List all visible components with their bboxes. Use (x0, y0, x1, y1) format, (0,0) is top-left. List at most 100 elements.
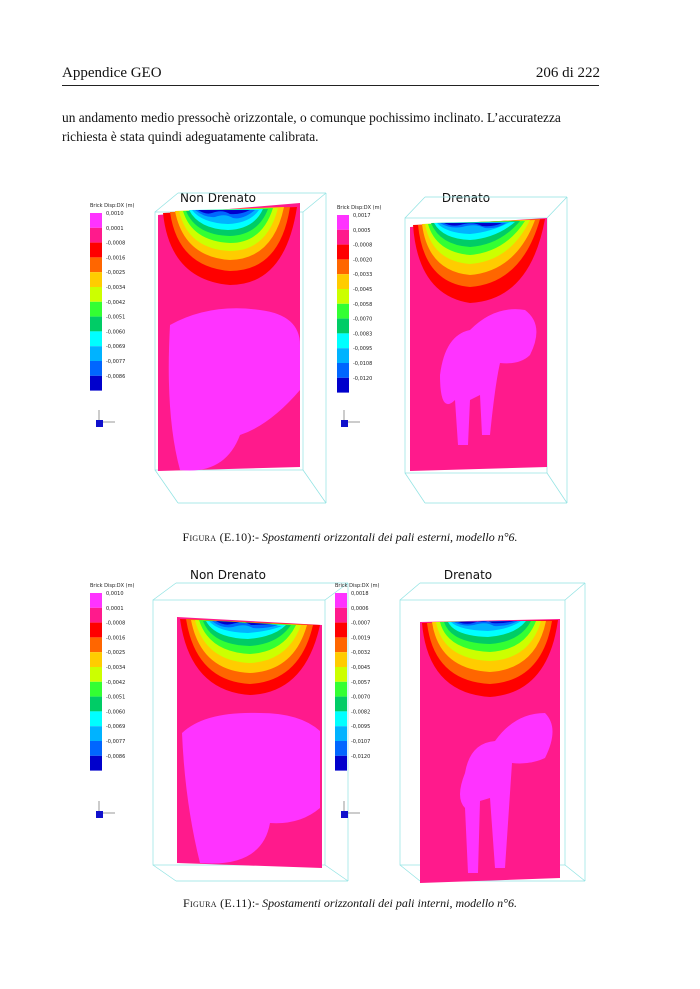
running-header-title: Appendice GEO (62, 65, 162, 81)
legend-value: -0,0077 (106, 739, 125, 745)
figure-e10-panel-drenato: Drenato Brick Disp:DX (m) 0,0017 0,0005 -0,… (337, 191, 568, 504)
panel-title: Non Drenato (190, 568, 266, 582)
legend-swatch (337, 333, 349, 349)
legend-value: -0,0051 (106, 315, 125, 321)
axis-triad-icon (341, 410, 360, 427)
legend-value: -0,0070 (351, 695, 370, 701)
figure-e10: Non Drenato Brick Disp:DX (m) 0,0010 0,000… (0, 185, 700, 515)
legend-value: -0,0025 (106, 650, 125, 656)
contour-block (410, 218, 547, 471)
legend-swatch (90, 711, 102, 727)
axis-triad-icon (96, 801, 115, 818)
legend-value: -0,0060 (106, 329, 125, 335)
panel-title: Non Drenato (180, 191, 256, 205)
legend-value: -0,0033 (353, 272, 372, 278)
legend: Brick Disp:DX (m) 0,0018 0,0006 -0,0007 -0,0… (335, 583, 379, 771)
legend-swatch (335, 755, 347, 771)
legend-swatch (90, 242, 102, 258)
legend-value: -0,0086 (106, 374, 125, 380)
legend-swatch (90, 257, 102, 273)
legend-swatch (90, 755, 102, 771)
legend-swatch (337, 377, 349, 393)
legend-value: -0,0034 (106, 665, 125, 671)
legend-value: 0,0010 (106, 211, 124, 217)
legend-swatch (337, 259, 349, 275)
legend-value: -0,0042 (106, 300, 125, 306)
axis-triad-icon (341, 801, 360, 818)
legend-value: -0,0120 (353, 376, 372, 382)
legend-swatch (90, 607, 102, 623)
legend-value: -0,0008 (353, 243, 372, 249)
figure-e11-panel-non-drenato: Non Drenato Brick Disp:DX (m) 0,0010 0,000… (90, 568, 349, 882)
legend-value: -0,0069 (106, 724, 125, 730)
contour-block (420, 619, 560, 883)
legend-title: Brick Disp:DX (m) (337, 205, 381, 211)
figure-e10-caption: Figura (E.10):- Spostamenti orizzontali … (0, 530, 700, 545)
legend-swatch (90, 227, 102, 243)
legend-swatch (90, 301, 102, 317)
legend: Brick Disp:DX (m) 0,0010 0,0001 -0,0008 -0,0… (90, 203, 134, 391)
legend-swatch (90, 622, 102, 638)
legend-value: -0,0095 (351, 724, 370, 730)
legend-swatch (335, 593, 347, 608)
legend-swatch (90, 272, 102, 287)
caption-separator: :- (251, 530, 260, 544)
legend-swatch (90, 346, 102, 361)
legend-value: -0,0008 (106, 241, 125, 247)
figure-e11-panel-drenato: Drenato Brick Disp:DX (m) 0,0018 0,0006 -0,… (335, 568, 586, 883)
legend-value: -0,0058 (353, 302, 372, 308)
legend-title: Brick Disp:DX (m) (90, 583, 134, 589)
legend-swatch (90, 726, 102, 741)
legend-value: -0,0007 (351, 621, 370, 627)
page-number: 206 di 222 (535, 65, 600, 81)
contour-block (158, 203, 300, 471)
legend-swatch (335, 696, 347, 712)
legend-value: -0,0069 (106, 344, 125, 350)
legend-swatch (337, 363, 349, 378)
legend-swatch (335, 607, 347, 623)
caption-title: Spostamenti orizzontali dei pali interni… (259, 896, 517, 910)
legend-value: -0,0019 (351, 635, 370, 641)
legend-value: -0,0077 (106, 359, 125, 365)
legend-swatch (337, 229, 349, 245)
panel-title: Drenato (442, 191, 490, 205)
legend-title: Brick Disp:DX (m) (90, 203, 134, 209)
legend-value: -0,0025 (106, 270, 125, 276)
body-paragraph: un andamento medio pressochè orizzontale… (62, 108, 602, 146)
figure-e11-caption: Figura (E.11):- Spostamenti orizzontali … (0, 896, 700, 911)
body-line-2: richiesta è stata quindi adeguatamente c… (62, 129, 319, 144)
legend-value: -0,0051 (106, 695, 125, 701)
legend-swatch (337, 274, 349, 289)
legend-swatch (335, 711, 347, 727)
legend-swatch (90, 375, 102, 391)
legend-value: -0,0016 (106, 255, 125, 261)
legend-swatch (337, 303, 349, 319)
legend-swatch (90, 287, 102, 302)
legend-value: 0,0005 (353, 228, 371, 234)
wireframe-box (152, 582, 349, 882)
legend-swatch (335, 726, 347, 741)
legend-swatch (90, 213, 102, 228)
legend-value: 0,0001 (106, 606, 124, 612)
legend-swatch (335, 667, 347, 682)
legend-swatch (337, 318, 349, 334)
legend-value: -0,0032 (351, 650, 370, 656)
legend-swatch (90, 593, 102, 608)
legend-value: -0,0108 (353, 361, 372, 367)
legend-swatch (335, 741, 347, 756)
legend-swatch (335, 622, 347, 638)
figure-e11-canvas: Non Drenato Brick Disp:DX (m) 0,0010 0,000… (90, 568, 586, 883)
legend-value: -0,0083 (353, 331, 372, 337)
legend-swatch (335, 637, 347, 653)
legend-swatch (90, 361, 102, 376)
legend: Brick Disp:DX (m) 0,0010 0,0001 -0,0008 -0,0… (90, 583, 134, 771)
figure-e10-panel-non-drenato: Non Drenato Brick Disp:DX (m) 0,0010 0,000… (90, 191, 327, 504)
legend-value: -0,0070 (353, 317, 372, 323)
legend-value: -0,0034 (106, 285, 125, 291)
legend-swatch (337, 215, 349, 230)
legend-value: -0,0120 (351, 754, 370, 760)
caption-title: Spostamenti orizzontali dei pali esterni… (259, 530, 518, 544)
legend-value: -0,0086 (106, 754, 125, 760)
legend-value: 0,0010 (106, 591, 124, 597)
legend-value: 0,0006 (351, 606, 369, 612)
